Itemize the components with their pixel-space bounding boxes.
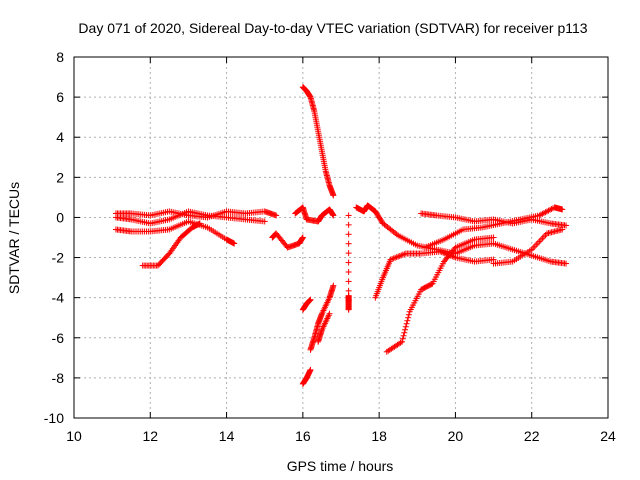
data-point bbox=[401, 329, 408, 336]
chart-title: Day 071 of 2020, Sidereal Day-to-day VTE… bbox=[78, 20, 587, 36]
y-axis-label: SDTVAR / TECUs bbox=[6, 182, 22, 294]
data-point bbox=[330, 212, 337, 219]
data-point bbox=[404, 317, 411, 324]
x-tick-label: 10 bbox=[66, 428, 82, 444]
x-tick-label: 18 bbox=[371, 428, 387, 444]
data-point bbox=[330, 192, 337, 199]
data-point bbox=[403, 320, 410, 327]
data-point bbox=[231, 240, 238, 247]
data-point bbox=[330, 282, 337, 289]
grid-layer bbox=[74, 57, 608, 418]
data-point bbox=[345, 221, 352, 228]
x-tick-label: 20 bbox=[448, 428, 464, 444]
data-point bbox=[345, 240, 352, 247]
x-tick-label: 14 bbox=[219, 428, 235, 444]
data-point bbox=[559, 226, 566, 233]
data-point bbox=[399, 338, 406, 345]
data-point bbox=[299, 234, 306, 241]
data-points-layer bbox=[112, 84, 570, 387]
plot-frame bbox=[73, 56, 609, 419]
data-point bbox=[345, 250, 352, 257]
data-point bbox=[405, 314, 412, 321]
data-point bbox=[563, 260, 570, 267]
data-point bbox=[402, 323, 409, 330]
y-tick-label: -2 bbox=[52, 250, 65, 266]
data-point bbox=[326, 310, 333, 317]
data-point bbox=[345, 278, 352, 285]
y-tick-label: 2 bbox=[56, 169, 64, 185]
data-point bbox=[400, 332, 407, 339]
x-tick-label: 24 bbox=[600, 428, 616, 444]
data-point bbox=[345, 306, 352, 313]
data-point bbox=[345, 212, 352, 219]
data-point bbox=[345, 297, 352, 304]
data-point bbox=[451, 245, 458, 252]
data-point bbox=[490, 234, 497, 241]
y-tick-label: -10 bbox=[44, 410, 64, 426]
y-tick-label: -4 bbox=[52, 290, 65, 306]
y-tick-label: 8 bbox=[56, 49, 64, 65]
data-point bbox=[402, 326, 409, 333]
x-tick-label: 12 bbox=[142, 428, 158, 444]
data-point bbox=[559, 206, 566, 213]
y-tick-label: 4 bbox=[56, 129, 64, 145]
y-tick-label: -8 bbox=[52, 370, 65, 386]
y-tick-label: 0 bbox=[56, 209, 64, 225]
data-point bbox=[196, 220, 203, 227]
data-point bbox=[345, 259, 352, 266]
x-tick-label: 16 bbox=[295, 428, 311, 444]
data-point bbox=[273, 212, 280, 219]
data-point bbox=[345, 231, 352, 238]
x-axis-label: GPS time / hours bbox=[287, 458, 394, 474]
data-point bbox=[563, 222, 570, 229]
y-tick-label: 6 bbox=[56, 89, 64, 105]
data-point bbox=[399, 335, 406, 342]
data-point bbox=[405, 311, 412, 318]
y-tick-label: -6 bbox=[52, 330, 65, 346]
data-point bbox=[307, 366, 314, 373]
data-point bbox=[307, 296, 314, 303]
data-point bbox=[345, 268, 352, 275]
data-point bbox=[261, 218, 268, 225]
x-tick-label: 22 bbox=[524, 428, 540, 444]
data-point bbox=[345, 287, 352, 294]
